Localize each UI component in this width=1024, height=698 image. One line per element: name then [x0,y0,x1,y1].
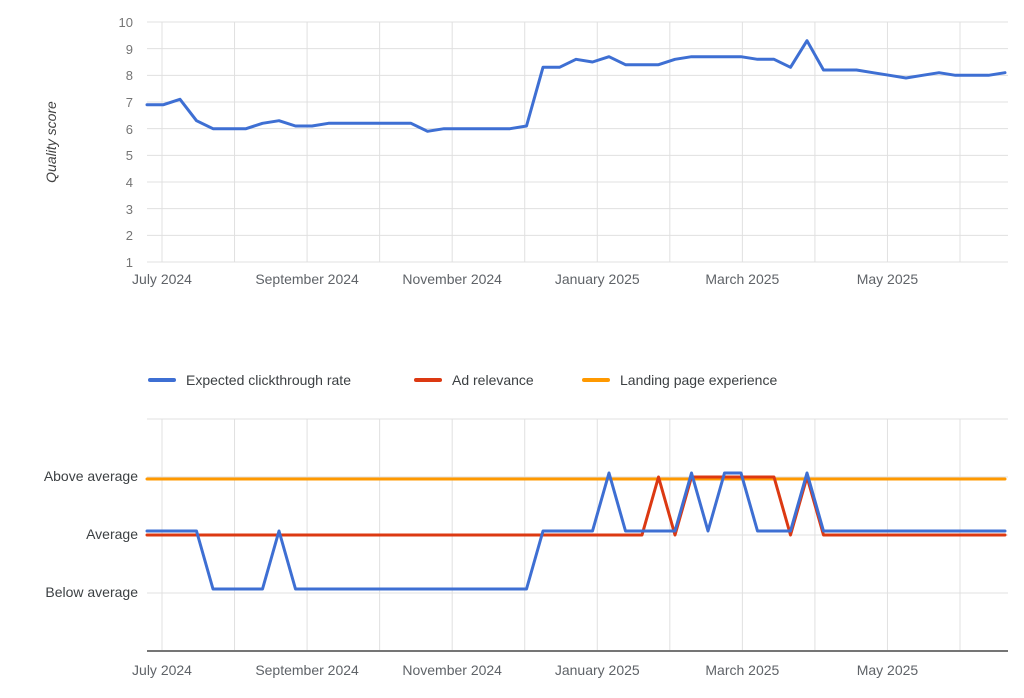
y-tick-label: 3 [125,201,133,217]
legend-label: Ad relevance [452,372,534,388]
y-tick-label: 2 [125,228,133,244]
y-tick-label: 1 [125,255,133,270]
legend-label: Landing page experience [620,372,778,388]
x-tick-label: September 2024 [255,662,359,678]
legend-swatch-icon [582,378,610,382]
quality-score-line[interactable] [145,39,1007,133]
x-tick-label: March 2025 [705,662,780,678]
y-tick-label: 6 [125,121,133,137]
x-tick-label: November 2024 [402,271,502,287]
x-tick-label: July 2024 [132,662,192,678]
legend-label: Expected clickthrough rate [186,372,351,388]
y-tick-label: 5 [125,148,133,164]
x-tick-label: May 2025 [856,662,919,678]
y-tick-label: 10 [118,15,133,30]
legend-item-ad-relevance[interactable]: Ad relevance [414,371,534,389]
ad-relevance-line[interactable] [145,475,1007,537]
y-tick-label: 9 [125,41,133,57]
quality-score-axis-title: Quality score [43,101,59,183]
x-tick-label: September 2024 [255,271,359,287]
y-category-label: Average [86,526,138,542]
x-tick-label: January 2025 [554,662,640,678]
x-tick-label: March 2025 [705,271,780,287]
x-tick-label: May 2025 [856,271,919,287]
y-category-label: Above average [43,468,138,484]
y-tick-label: 8 [125,68,133,84]
legend-item-landing-page-experience[interactable]: Landing page experience [582,371,777,389]
x-tick-label: July 2024 [132,271,192,287]
y-tick-label: 4 [125,175,133,190]
y-category-label: Below average [45,584,138,600]
x-tick-label: November 2024 [402,662,502,678]
y-tick-label: 7 [125,95,133,110]
x-tick-label: January 2025 [554,271,640,287]
legend-item-expected-ctr[interactable]: Expected clickthrough rate [148,371,351,389]
legend-swatch-icon [148,378,176,382]
legend-swatch-icon [414,378,442,382]
expected-ctr-line[interactable] [145,471,1007,591]
